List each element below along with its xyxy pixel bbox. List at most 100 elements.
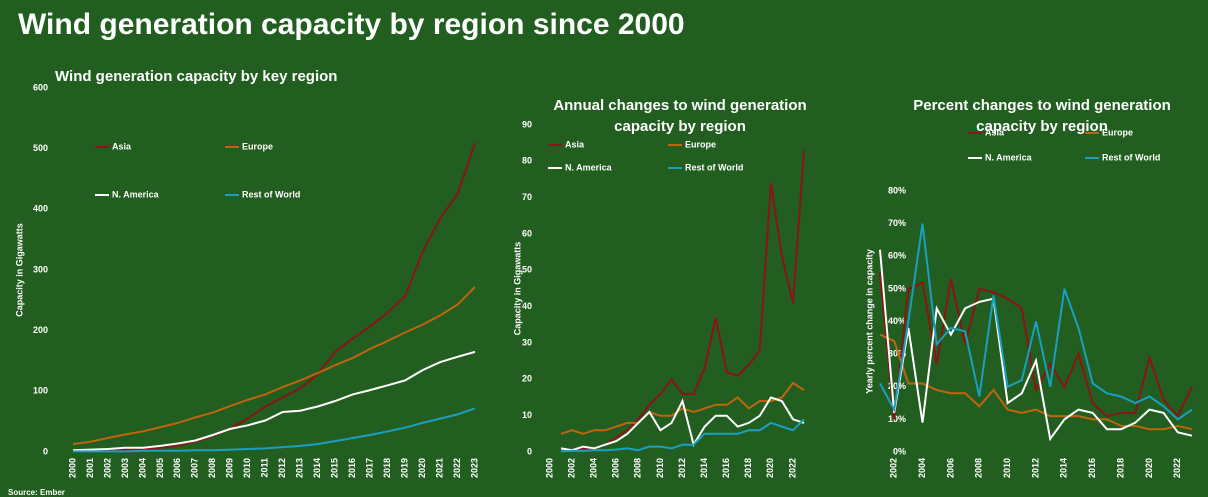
y-tick-label: 300 [33, 264, 48, 274]
x-tick-label: 2001 [85, 458, 95, 478]
x-tick-label: 2010 [242, 458, 252, 478]
x-tick-label: 2018 [743, 458, 753, 478]
x-tick-label: 2002 [102, 458, 112, 478]
series-line [879, 333, 1193, 431]
x-tick-label: 2010 [655, 458, 665, 478]
x-tick-label: 2013 [295, 458, 305, 478]
legend-label: N. America [112, 189, 160, 199]
legend-label: Europe [1102, 127, 1133, 137]
y-tick-label: 200 [33, 325, 48, 335]
x-tick-label: 2016 [1087, 458, 1097, 478]
x-tick-label: 2020 [765, 458, 775, 478]
legend-label: Rest of World [242, 189, 300, 199]
x-tick-label: 2012 [1030, 458, 1040, 478]
series-line [560, 418, 805, 453]
x-tick-label: 2004 [589, 458, 599, 478]
series-line [560, 381, 805, 435]
y-tick-label: 100 [33, 386, 48, 396]
y-tick-label: 80% [888, 185, 906, 195]
y-tick-label: 10 [522, 410, 532, 420]
legend-label: Rest of World [685, 162, 743, 172]
x-tick-label: 2022 [787, 458, 797, 478]
source: Source: Ember [8, 488, 65, 497]
y-tick-label: 500 [33, 143, 48, 153]
y-tick-label: 80 [522, 156, 532, 166]
y-tick-label: 50 [522, 265, 532, 275]
y-tick-label: 10% [888, 414, 906, 424]
y-axis-label: Capacity in Gigawatts [14, 223, 24, 317]
legend-label: N. America [565, 162, 613, 172]
x-tick-label: 2022 [1172, 458, 1182, 478]
series-line [72, 350, 476, 452]
x-tick-label: 2011 [260, 458, 270, 478]
y-tick-label: 40 [522, 301, 532, 311]
x-tick-label: 2008 [207, 458, 217, 478]
legend-label: Asia [565, 139, 585, 149]
y-tick-label: 400 [33, 204, 48, 214]
x-tick-label: 2007 [190, 458, 200, 478]
x-tick-label: 2003 [120, 458, 130, 478]
x-tick-label: 2022 [452, 458, 462, 478]
x-tick-label: 2014 [1059, 458, 1069, 478]
page-title: Wind generation capacity by region since… [18, 8, 685, 41]
x-tick-label: 2018 [1115, 458, 1125, 478]
x-tick-label: 2002 [566, 458, 576, 478]
x-tick-label: 2020 [417, 458, 427, 478]
panel-title: Wind generation capacity by key region [55, 68, 338, 85]
panel-title: Percent changes to wind generation capac… [913, 97, 1171, 135]
x-tick-label: 2018 [382, 458, 392, 478]
series-line [560, 150, 805, 452]
y-tick-label: 60% [888, 251, 906, 261]
series-line [72, 142, 476, 452]
series-line [73, 407, 476, 453]
x-tick-label: 2004 [137, 458, 147, 478]
y-tick-label: 40% [888, 316, 906, 326]
x-tick-label: 2008 [974, 458, 984, 478]
legend-label: Asia [985, 127, 1005, 137]
x-tick-label: 2014 [312, 458, 322, 478]
panel-title: Annual changes to wind generation capaci… [553, 97, 807, 135]
legend-label: Europe [242, 141, 273, 151]
series-line [560, 396, 805, 452]
x-tick-label: 2019 [399, 458, 409, 478]
y-tick-label: 0 [527, 446, 532, 456]
series-line [879, 272, 1193, 420]
legend-label: Rest of World [1102, 152, 1160, 162]
legend-label: Europe [685, 139, 716, 149]
x-tick-label: 2000 [67, 458, 77, 478]
y-tick-label: 0 [43, 446, 48, 456]
legend-label: N. America [985, 152, 1033, 162]
x-tick-label: 2009 [225, 458, 235, 478]
x-tick-label: 2006 [611, 458, 621, 478]
y-axis-label: Yearly percent change in capacity [864, 249, 874, 394]
x-tick-label: 2000 [544, 458, 554, 478]
x-tick-label: 2016 [721, 458, 731, 478]
y-tick-label: 30 [522, 337, 532, 347]
y-tick-label: 90 [522, 119, 532, 129]
y-tick-label: 50% [888, 283, 906, 293]
y-tick-label: 600 [33, 82, 48, 92]
y-tick-label: 30% [888, 349, 906, 359]
x-tick-label: 2010 [1002, 458, 1012, 478]
x-tick-label: 2017 [365, 458, 375, 478]
x-tick-label: 2021 [434, 458, 444, 478]
y-axis-label: Capacity in Gigawatts [512, 242, 522, 336]
x-tick-label: 2008 [633, 458, 643, 478]
x-tick-label: 2012 [677, 458, 687, 478]
x-tick-label: 2002 [889, 458, 899, 478]
x-tick-label: 2006 [172, 458, 182, 478]
series-line [879, 223, 1193, 421]
y-tick-label: 20 [522, 374, 532, 384]
y-tick-label: 70 [522, 192, 532, 202]
x-tick-label: 2004 [917, 458, 927, 478]
x-tick-label: 2005 [155, 458, 165, 478]
y-tick-label: 60 [522, 228, 532, 238]
legend-label: Asia [112, 141, 132, 151]
series-line [879, 249, 1193, 442]
x-tick-label: 2020 [1144, 458, 1154, 478]
x-tick-label: 2012 [277, 458, 287, 478]
x-tick-label: 2023 [469, 458, 479, 478]
x-tick-label: 2014 [699, 458, 709, 478]
